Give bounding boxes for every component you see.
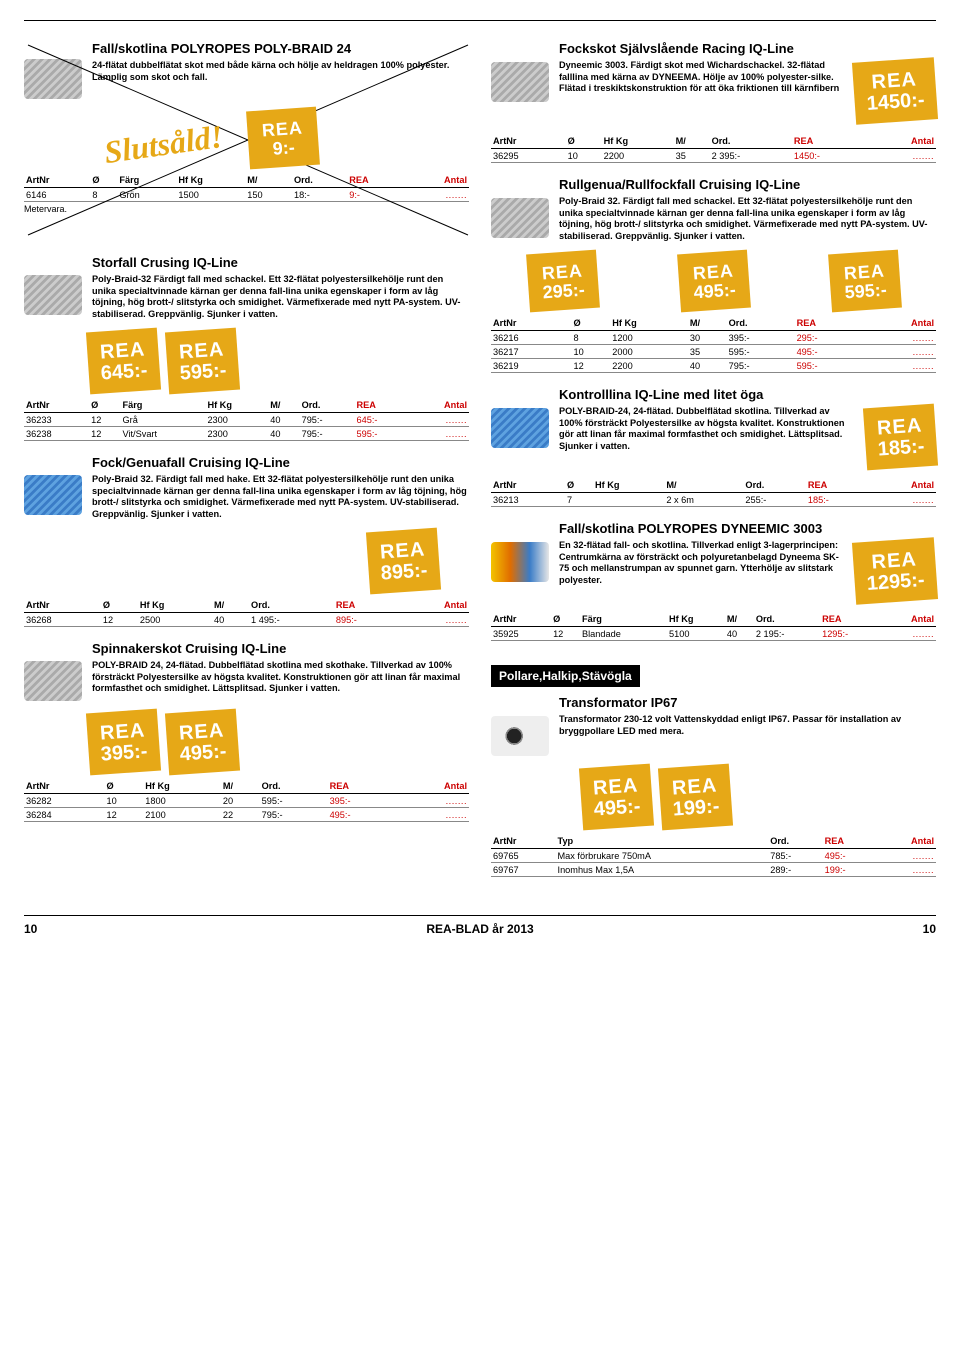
product-thumb xyxy=(24,275,82,315)
product-desc: 24-flätat dubbelflätat skot med både kär… xyxy=(92,60,469,83)
rea-tag: REA 1450:- xyxy=(852,57,938,125)
page-number-right: 10 xyxy=(923,922,936,936)
rea-tag: REA199:- xyxy=(658,764,733,831)
col-antal: Antal xyxy=(404,173,469,188)
table-row: 3621372 x 6m255:-185:-....... xyxy=(491,493,936,507)
table-row: 3623812Vit/Svart230040795:-595:-....... xyxy=(24,427,469,441)
col-ord: Ord. xyxy=(292,173,347,188)
price-table: ArtNr Ø Färg Hf Kg M/ Ord. REA Antal 362… xyxy=(24,398,469,441)
page-footer: 10 REA-BLAD år 2013 10 xyxy=(24,915,936,936)
product-desc: Transformator 230-12 volt Vattenskyddad … xyxy=(559,714,936,737)
col-diam: Ø xyxy=(90,173,117,188)
product-transformator: Transformator IP67 Transformator 230-12 … xyxy=(491,695,936,877)
table-row: 3621912220040795:-595:-....... xyxy=(491,359,936,373)
product-storfall: Storfall Crusing IQ-Line Poly-Braid-32 F… xyxy=(24,255,469,441)
product-fockgenua: Fock/Genuafall Cruising IQ-Line Poly-Bra… xyxy=(24,455,469,627)
product-thumb xyxy=(24,661,82,701)
product-desc: Poly-Braid-32 Färdigt fall med schackel.… xyxy=(92,274,469,320)
col-hfkg: Hf Kg xyxy=(176,173,245,188)
rea-tag: REA495:- xyxy=(677,250,751,313)
table-row: 36268122500401 495:-895:-....... xyxy=(24,613,469,627)
product-desc: Dyneemic 3003. Färdigt skot med Wichards… xyxy=(559,60,844,95)
product-title: Rullgenua/Rullfockfall Cruising IQ-Line xyxy=(559,177,936,192)
section-header: Pollare,Halkip,Stävögla xyxy=(491,665,640,687)
table-row: 3592512Blandade5100402 195:-1295:-......… xyxy=(491,627,936,641)
col-farg: Färg xyxy=(117,173,176,188)
footer-title: REA-BLAD år 2013 xyxy=(37,922,922,936)
col-artnr: ArtNr xyxy=(24,173,90,188)
rea-tag: REA 9:- xyxy=(246,107,320,170)
product-title: Fall/skotlina POLYROPES POLY-BRAID 24 xyxy=(92,41,469,56)
table-row: 3621710200035595:-495:-....... xyxy=(491,345,936,359)
product-title: Kontrolllina IQ-Line med litet öga xyxy=(559,387,936,402)
product-polybraid24: Fall/skotlina POLYROPES POLY-BRAID 24 24… xyxy=(24,41,469,241)
product-desc: POLY-BRAID 24, 24-flätad. Dubbelflätad s… xyxy=(92,660,469,695)
price-table: ArtNr Ø Hf Kg M/ Ord. REA Antal 36216812… xyxy=(491,316,936,373)
table-row: 3623312Grå230040795:-645:-....... xyxy=(24,413,469,427)
rea-tag: REA495:- xyxy=(579,764,654,831)
product-title: Transformator IP67 xyxy=(559,695,936,710)
product-kontrolllina: Kontrolllina IQ-Line med litet öga POLY-… xyxy=(491,387,936,507)
product-thumb xyxy=(491,408,549,448)
product-title: Fockskot Självslående Racing IQ-Line xyxy=(559,41,936,56)
col-rea: REA xyxy=(347,173,404,188)
table-row: 69765Max förbrukare 750mA785:-495:-.....… xyxy=(491,849,936,863)
table-row: 69767Inomhus Max 1,5A289:-199:-....... xyxy=(491,863,936,877)
rea-tag: REA 495:- xyxy=(165,709,240,776)
product-thumb xyxy=(24,475,82,515)
table-row: 3628412210022795:-495:-....... xyxy=(24,808,469,822)
page-number-left: 10 xyxy=(24,922,37,936)
top-rule xyxy=(24,20,936,21)
product-rullgenua: Rullgenua/Rullfockfall Cruising IQ-Line … xyxy=(491,177,936,373)
price-table: ArtNr Ø Hf Kg M/ Ord. REA Antal 3621372 … xyxy=(491,478,936,507)
rea-tag: REA 895:- xyxy=(366,528,441,595)
product-desc: Poly-Braid 32. Färdigt fall med schackel… xyxy=(559,196,936,242)
product-thumb xyxy=(491,542,549,582)
price-table: ArtNr Ø Hf Kg M/ Ord. REA Antal 36295102… xyxy=(491,134,936,163)
product-spinnakerskot: Spinnakerskot Cruising IQ-Line POLY-BRAI… xyxy=(24,641,469,822)
product-thumb xyxy=(24,59,82,99)
table-row: 36295102200352 395:-1450:-....... xyxy=(491,149,936,163)
product-dyneemic3003: Fall/skotlina POLYROPES DYNEEMIC 3003 En… xyxy=(491,521,936,641)
table-row: 362168120030395:-295:-....... xyxy=(491,331,936,345)
table-row: 3628210180020595:-395:-....... xyxy=(24,794,469,808)
price-table: ArtNr Typ Ord. REA Antal 69765Max förbru… xyxy=(491,834,936,877)
rea-tag: REA 595:- xyxy=(165,328,240,395)
metervara-note: Metervara. xyxy=(24,204,469,214)
main-columns: Fall/skotlina POLYROPES POLY-BRAID 24 24… xyxy=(24,41,936,891)
rea-tag: REA 185:- xyxy=(863,404,938,471)
product-title: Storfall Crusing IQ-Line xyxy=(92,255,469,270)
table-row: 6146 8 Grön 1500 150 18:- 9:- ....... xyxy=(24,188,469,202)
rea-tag: REA295:- xyxy=(526,250,600,313)
product-title: Fock/Genuafall Cruising IQ-Line xyxy=(92,455,469,470)
price-table: ArtNr Ø Färg Hf Kg M/ Ord. REA Antal 614… xyxy=(24,173,469,202)
product-thumb xyxy=(491,716,549,756)
left-column: Fall/skotlina POLYROPES POLY-BRAID 24 24… xyxy=(24,41,469,891)
product-fockskot-racing: Fockskot Självslående Racing IQ-Line Dyn… xyxy=(491,41,936,163)
col-m: M/ xyxy=(245,173,292,188)
product-desc: Poly-Braid 32. Färdigt fall med hake. Et… xyxy=(92,474,469,520)
rea-tag: REA 1295:- xyxy=(852,537,938,605)
rea-tag: REA 645:- xyxy=(86,328,161,395)
product-thumb xyxy=(491,62,549,102)
product-desc: En 32-flätad fall- och skotlina. Tillver… xyxy=(559,540,844,586)
rea-tag: REA595:- xyxy=(828,250,902,313)
product-thumb xyxy=(491,198,549,238)
rea-tag: REA 395:- xyxy=(86,709,161,776)
price-table: ArtNr Ø Färg Hf Kg M/ Ord. REA Antal 359… xyxy=(491,612,936,641)
product-title: Fall/skotlina POLYROPES DYNEEMIC 3003 xyxy=(559,521,936,536)
price-table: ArtNr Ø Hf Kg M/ Ord. REA Antal 36268122… xyxy=(24,598,469,627)
product-title: Spinnakerskot Cruising IQ-Line xyxy=(92,641,469,656)
right-column: Fockskot Självslående Racing IQ-Line Dyn… xyxy=(491,41,936,891)
price-table: ArtNr Ø Hf Kg M/ Ord. REA Antal 36282101… xyxy=(24,779,469,822)
product-desc: POLY-BRAID-24, 24-flätad. Dubbelflätad s… xyxy=(559,406,855,452)
